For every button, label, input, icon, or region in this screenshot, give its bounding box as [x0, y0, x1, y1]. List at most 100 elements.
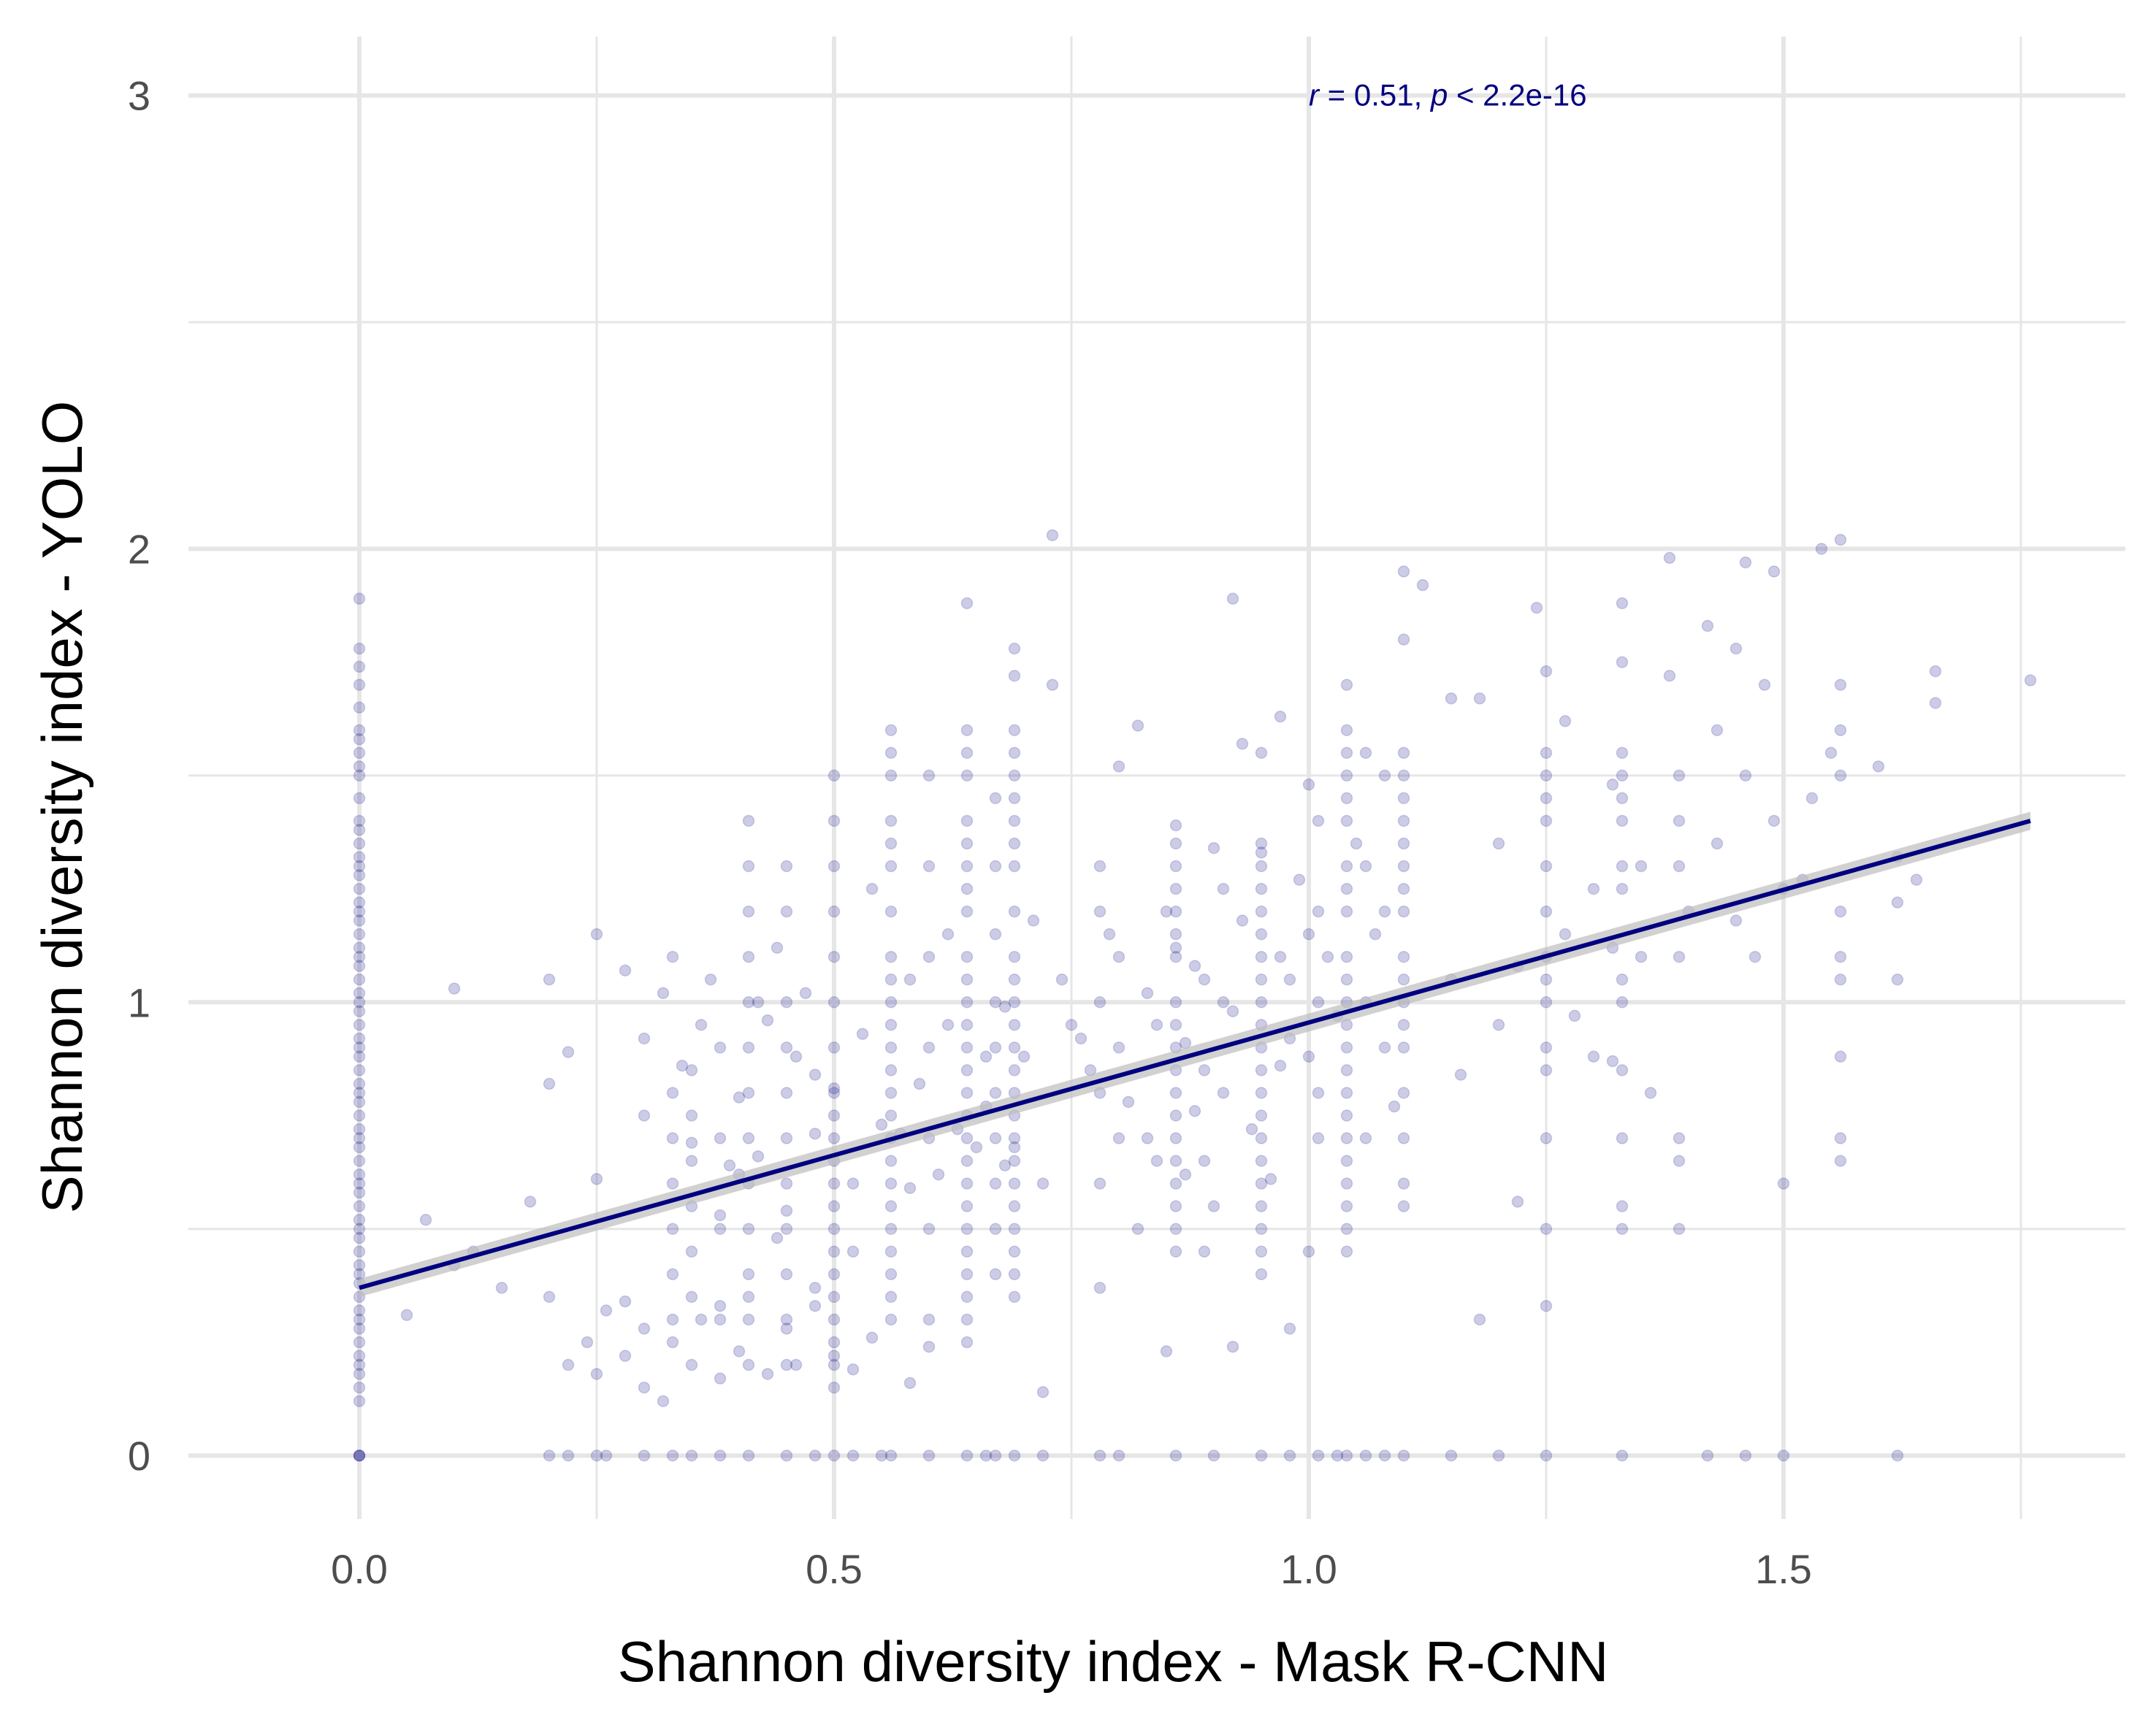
data-point	[941, 927, 955, 941]
data-point	[865, 1331, 879, 1344]
data-point	[1036, 1177, 1050, 1190]
data-point	[1302, 927, 1315, 941]
data-point	[1616, 860, 1629, 873]
data-point	[960, 724, 974, 737]
data-point	[1492, 1449, 1505, 1462]
data-point	[960, 837, 974, 850]
data-point	[1340, 769, 1353, 782]
data-point	[695, 1313, 708, 1326]
data-point	[1255, 1177, 1268, 1190]
data-point	[884, 1041, 898, 1054]
data-point	[1340, 860, 1353, 873]
data-point	[827, 1223, 841, 1235]
data-point	[1872, 760, 1885, 773]
data-point	[685, 1358, 698, 1372]
data-point	[353, 1395, 366, 1407]
data-point	[714, 1209, 727, 1222]
data-point	[960, 1019, 974, 1031]
data-point	[600, 1449, 613, 1462]
data-point	[1255, 1268, 1268, 1281]
data-point	[884, 950, 898, 963]
data-point	[1616, 1132, 1629, 1144]
data-point	[780, 1268, 793, 1281]
data-point	[1834, 974, 1847, 986]
data-point	[998, 1159, 1012, 1172]
data-point	[1568, 1009, 1581, 1022]
data-point	[884, 860, 898, 873]
data-point	[1340, 814, 1353, 827]
data-point	[1093, 996, 1106, 1009]
data-point	[1008, 746, 1021, 760]
data-point	[638, 1032, 651, 1045]
data-point	[960, 1336, 974, 1349]
data-point	[827, 905, 841, 918]
data-point	[1350, 837, 1363, 850]
data-point	[960, 1041, 974, 1054]
regression-fit	[359, 811, 2031, 1297]
data-point	[827, 1290, 841, 1304]
data-point	[742, 996, 755, 1009]
data-point	[1767, 814, 1781, 827]
data-point	[353, 1449, 366, 1462]
data-point	[1255, 1155, 1268, 1167]
data-point	[353, 1313, 366, 1326]
data-point	[685, 1449, 698, 1462]
data-point	[657, 987, 670, 1000]
data-point	[1141, 1132, 1154, 1144]
data-point	[562, 1358, 575, 1372]
data-point	[1255, 950, 1268, 963]
data-point	[1834, 724, 1847, 737]
data-point	[1729, 642, 1743, 655]
data-point	[1217, 1087, 1230, 1099]
data-point	[989, 792, 1002, 805]
data-point	[1008, 1449, 1021, 1462]
data-point	[353, 1200, 366, 1212]
data-point	[1673, 1132, 1686, 1144]
data-point	[742, 1268, 755, 1281]
data-point	[353, 1032, 366, 1045]
data-point	[960, 1132, 974, 1144]
data-point	[827, 1381, 841, 1394]
data-point	[884, 974, 898, 986]
data-point	[960, 1290, 974, 1304]
data-point	[1169, 1019, 1182, 1031]
data-point	[1540, 996, 1553, 1009]
data-point	[1397, 1087, 1410, 1099]
data-point	[1169, 1155, 1182, 1167]
data-point	[1340, 1109, 1353, 1122]
data-point	[1169, 996, 1182, 1009]
data-point	[960, 860, 974, 873]
data-point	[1673, 860, 1686, 873]
data-point	[1340, 724, 1353, 737]
data-point	[353, 1304, 366, 1317]
data-point	[1093, 1177, 1106, 1190]
data-point	[1008, 1155, 1021, 1167]
data-point	[1378, 769, 1391, 782]
data-point	[960, 746, 974, 760]
data-point	[353, 860, 366, 873]
data-point	[1008, 1064, 1021, 1076]
data-point	[865, 882, 879, 895]
data-point	[1397, 860, 1410, 873]
data-point	[780, 1223, 793, 1235]
data-point	[1540, 1223, 1553, 1235]
data-point	[1359, 1132, 1372, 1144]
data-point	[1255, 746, 1268, 760]
data-point	[1834, 678, 1847, 691]
data-point	[353, 592, 366, 605]
data-point	[827, 1041, 841, 1054]
data-point	[1378, 905, 1391, 918]
data-point	[1283, 974, 1296, 986]
data-point	[1834, 1132, 1847, 1144]
data-point	[989, 1087, 1002, 1099]
data-point	[1587, 1050, 1600, 1063]
data-point	[1255, 1200, 1268, 1212]
data-point	[1397, 565, 1410, 578]
data-point	[1616, 996, 1629, 1009]
data-point	[1008, 724, 1021, 737]
data-point	[353, 746, 366, 760]
data-point	[1616, 792, 1629, 805]
data-point	[1008, 1041, 1021, 1054]
data-point	[1397, 882, 1410, 895]
data-point	[1834, 533, 1847, 546]
